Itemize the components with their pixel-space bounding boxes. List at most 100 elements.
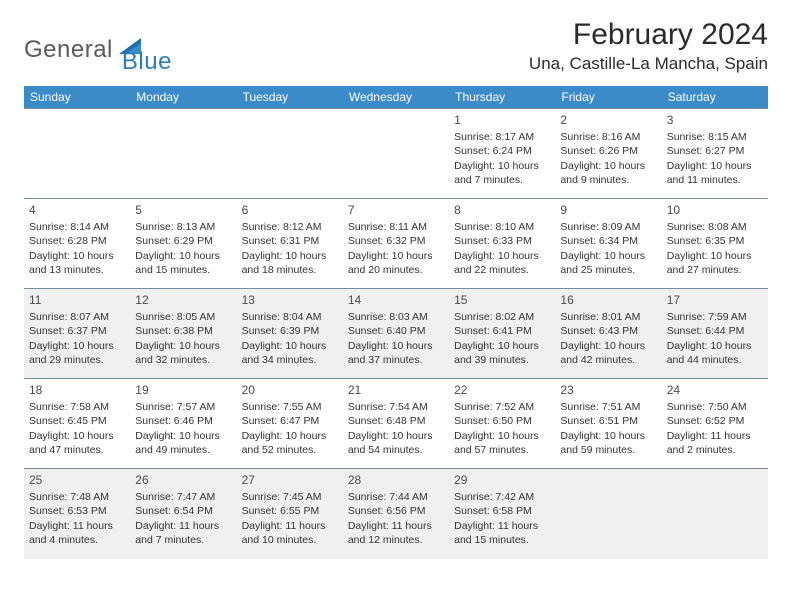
calendar-cell: 28Sunrise: 7:44 AMSunset: 6:56 PMDayligh… (343, 469, 449, 559)
day-details: Sunrise: 8:14 AMSunset: 6:28 PMDaylight:… (29, 220, 125, 277)
sunset-line: Sunset: 6:33 PM (454, 234, 550, 248)
calendar-cell: 21Sunrise: 7:54 AMSunset: 6:48 PMDayligh… (343, 379, 449, 469)
day-number: 7 (348, 202, 444, 218)
calendar-row: 1Sunrise: 8:17 AMSunset: 6:24 PMDaylight… (24, 109, 768, 199)
sunrise-line: Sunrise: 7:52 AM (454, 400, 550, 414)
day-details: Sunrise: 7:50 AMSunset: 6:52 PMDaylight:… (667, 400, 763, 457)
day-details: Sunrise: 8:05 AMSunset: 6:38 PMDaylight:… (135, 310, 231, 367)
calendar-cell: 27Sunrise: 7:45 AMSunset: 6:55 PMDayligh… (237, 469, 343, 559)
calendar-cell: 6Sunrise: 8:12 AMSunset: 6:31 PMDaylight… (237, 199, 343, 289)
month-title: February 2024 (529, 18, 768, 52)
sunrise-line: Sunrise: 7:50 AM (667, 400, 763, 414)
sunrise-line: Sunrise: 7:55 AM (242, 400, 338, 414)
daylight-line: Daylight: 11 hours and 15 minutes. (454, 519, 550, 547)
daylight-line: Daylight: 10 hours and 34 minutes. (242, 339, 338, 367)
calendar-cell: 10Sunrise: 8:08 AMSunset: 6:35 PMDayligh… (662, 199, 768, 289)
daylight-line: Daylight: 10 hours and 54 minutes. (348, 429, 444, 457)
sunset-line: Sunset: 6:31 PM (242, 234, 338, 248)
sunrise-line: Sunrise: 8:02 AM (454, 310, 550, 324)
day-details: Sunrise: 7:47 AMSunset: 6:54 PMDaylight:… (135, 490, 231, 547)
calendar-cell: 4Sunrise: 8:14 AMSunset: 6:28 PMDaylight… (24, 199, 130, 289)
day-header: Tuesday (237, 86, 343, 109)
day-details: Sunrise: 7:48 AMSunset: 6:53 PMDaylight:… (29, 490, 125, 547)
sunrise-line: Sunrise: 7:59 AM (667, 310, 763, 324)
day-details: Sunrise: 7:52 AMSunset: 6:50 PMDaylight:… (454, 400, 550, 457)
daylight-line: Daylight: 10 hours and 59 minutes. (560, 429, 656, 457)
day-number: 5 (135, 202, 231, 218)
logo-text-general: General (24, 36, 113, 64)
day-number: 13 (242, 292, 338, 308)
sunset-line: Sunset: 6:50 PM (454, 414, 550, 428)
calendar-cell: 5Sunrise: 8:13 AMSunset: 6:29 PMDaylight… (130, 199, 236, 289)
calendar-cell: 11Sunrise: 8:07 AMSunset: 6:37 PMDayligh… (24, 289, 130, 379)
daylight-line: Daylight: 10 hours and 32 minutes. (135, 339, 231, 367)
day-header: Friday (555, 86, 661, 109)
day-details: Sunrise: 8:07 AMSunset: 6:37 PMDaylight:… (29, 310, 125, 367)
logo: General Blue (24, 18, 172, 76)
calendar-cell: 14Sunrise: 8:03 AMSunset: 6:40 PMDayligh… (343, 289, 449, 379)
sunset-line: Sunset: 6:29 PM (135, 234, 231, 248)
day-number: 15 (454, 292, 550, 308)
daylight-line: Daylight: 11 hours and 4 minutes. (29, 519, 125, 547)
daylight-line: Daylight: 10 hours and 42 minutes. (560, 339, 656, 367)
sunset-line: Sunset: 6:58 PM (454, 504, 550, 518)
calendar-cell: 26 Sunrise: 7:47 AMSunset: 6:54 PMDayligh… (130, 469, 236, 559)
sunset-line: Sunset: 6:45 PM (29, 414, 125, 428)
day-details: Sunrise: 8:12 AMSunset: 6:31 PMDaylight:… (242, 220, 338, 277)
daylight-line: Daylight: 10 hours and 49 minutes. (135, 429, 231, 457)
day-header: Wednesday (343, 86, 449, 109)
day-header: Thursday (449, 86, 555, 109)
day-number: 14 (348, 292, 444, 308)
day-number: 2 (560, 112, 656, 128)
calendar-cell: 23 Sunrise: 7:51 AMSunset: 6:51 PMDayligh… (555, 379, 661, 469)
day-details: Sunrise: 7:59 AMSunset: 6:44 PMDaylight:… (667, 310, 763, 367)
calendar-cell: 7 Sunrise: 8:11 AMSunset: 6:32 PMDaylight… (343, 199, 449, 289)
sunset-line: Sunset: 6:51 PM (560, 414, 656, 428)
sunset-line: Sunset: 6:56 PM (348, 504, 444, 518)
day-number: 26 (135, 472, 231, 488)
sunrise-line: Sunrise: 7:47 AM (135, 490, 231, 504)
calendar-cell: 29Sunrise: 7:42 AMSunset: 6:58 PMDayligh… (449, 469, 555, 559)
day-number: 9 (560, 202, 656, 218)
day-details: Sunrise: 7:54 AMSunset: 6:48 PMDaylight:… (348, 400, 444, 457)
sunrise-line: Sunrise: 8:09 AM (560, 220, 656, 234)
sunrise-line: Sunrise: 7:54 AM (348, 400, 444, 414)
day-details: Sunrise: 8:17 AMSunset: 6:24 PMDaylight:… (454, 130, 550, 187)
daylight-line: Daylight: 10 hours and 7 minutes. (454, 159, 550, 187)
sunset-line: Sunset: 6:39 PM (242, 324, 338, 338)
sunrise-line: Sunrise: 8:05 AM (135, 310, 231, 324)
sunrise-line: Sunrise: 8:10 AM (454, 220, 550, 234)
sunset-line: Sunset: 6:26 PM (560, 144, 656, 158)
sunrise-line: Sunrise: 8:12 AM (242, 220, 338, 234)
sunset-line: Sunset: 6:24 PM (454, 144, 550, 158)
calendar-cell: 17Sunrise: 7:59 AMSunset: 6:44 PMDayligh… (662, 289, 768, 379)
sunset-line: Sunset: 6:46 PM (135, 414, 231, 428)
daylight-line: Daylight: 11 hours and 2 minutes. (667, 429, 763, 457)
day-details: Sunrise: 8:10 AMSunset: 6:33 PMDaylight:… (454, 220, 550, 277)
sunset-line: Sunset: 6:41 PM (454, 324, 550, 338)
day-number: 8 (454, 202, 550, 218)
day-number: 23 (560, 382, 656, 398)
daylight-line: Daylight: 11 hours and 10 minutes. (242, 519, 338, 547)
sunset-line: Sunset: 6:52 PM (667, 414, 763, 428)
day-details: Sunrise: 7:51 AMSunset: 6:51 PMDaylight:… (560, 400, 656, 457)
day-details: Sunrise: 8:11 AMSunset: 6:32 PMDaylight:… (348, 220, 444, 277)
sunset-line: Sunset: 6:27 PM (667, 144, 763, 158)
day-details: Sunrise: 8:15 AMSunset: 6:27 PMDaylight:… (667, 130, 763, 187)
day-number: 25 (29, 472, 125, 488)
daylight-line: Daylight: 10 hours and 20 minutes. (348, 249, 444, 277)
day-number: 29 (454, 472, 550, 488)
daylight-line: Daylight: 10 hours and 22 minutes. (454, 249, 550, 277)
calendar-cell: 25 Sunrise: 7:48 AMSunset: 6:53 PMDayligh… (24, 469, 130, 559)
daylight-line: Daylight: 10 hours and 37 minutes. (348, 339, 444, 367)
daylight-line: Daylight: 10 hours and 18 minutes. (242, 249, 338, 277)
sunrise-line: Sunrise: 8:16 AM (560, 130, 656, 144)
day-details: Sunrise: 7:58 AMSunset: 6:45 PMDaylight:… (29, 400, 125, 457)
sunset-line: Sunset: 6:32 PM (348, 234, 444, 248)
daylight-line: Daylight: 10 hours and 25 minutes. (560, 249, 656, 277)
sunrise-line: Sunrise: 8:13 AM (135, 220, 231, 234)
daylight-line: Daylight: 10 hours and 29 minutes. (29, 339, 125, 367)
day-number: 28 (348, 472, 444, 488)
calendar-cell (343, 109, 449, 199)
sunrise-line: Sunrise: 8:14 AM (29, 220, 125, 234)
